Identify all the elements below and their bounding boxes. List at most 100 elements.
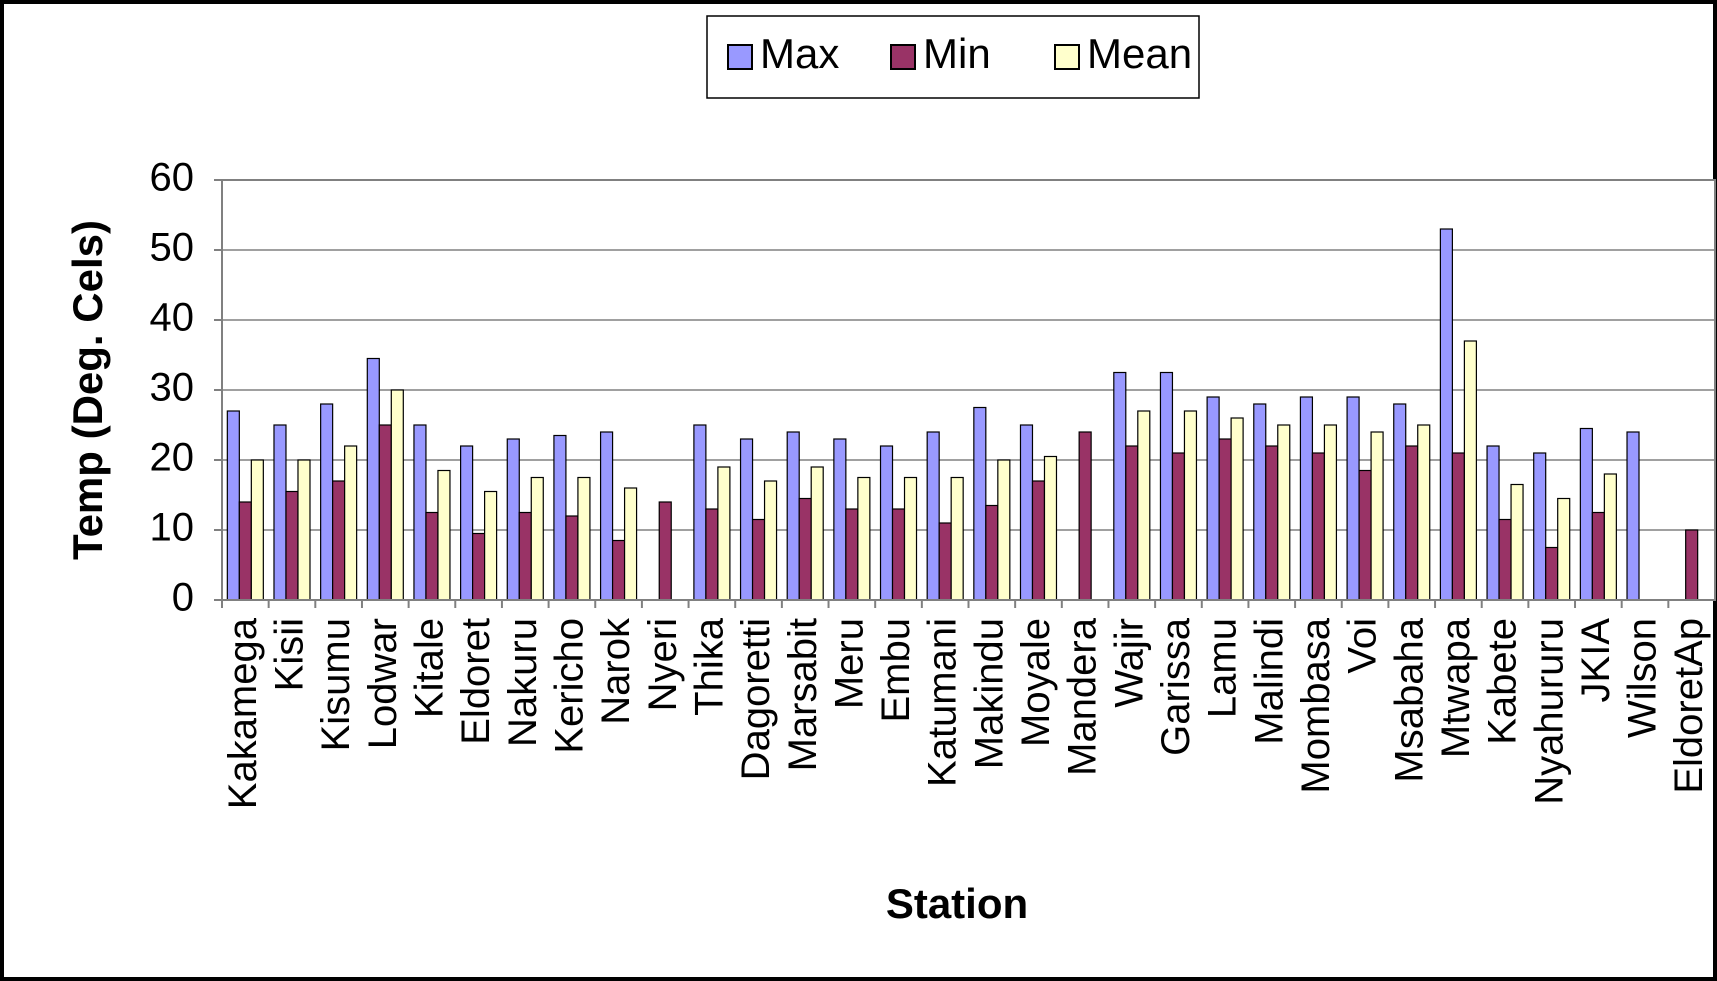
bar-mean-embu: [903, 476, 918, 601]
bar-max-kisii: [273, 424, 287, 601]
bar-max-thika: [693, 424, 707, 601]
x-tick-label: Lodwar: [361, 618, 405, 749]
bar-max-lodwar: [366, 357, 380, 601]
bar-min-marsabit: [798, 497, 812, 601]
bar-max-embu: [879, 445, 894, 601]
bar-mean-mombasa: [1323, 424, 1338, 601]
x-tick-label: Msabaha: [1387, 617, 1431, 782]
bar-min-mombasa: [1311, 452, 1326, 601]
bar-max-garissa: [1159, 371, 1174, 601]
bar-mean-kericho: [577, 476, 591, 601]
bar-max-eldoret: [460, 445, 474, 601]
bar-min-nakuru: [518, 511, 532, 601]
bar-mean-eldoret: [484, 490, 498, 601]
bar-mean-msabaha: [1417, 424, 1431, 601]
y-tick-label: 50: [150, 226, 195, 270]
bar-mean-kabete: [1510, 483, 1524, 601]
legend-swatch-min: [890, 44, 916, 70]
bar-max-mtwapa: [1439, 228, 1453, 601]
y-tick-label: 40: [150, 296, 195, 340]
bar-min-dagoretti: [751, 518, 766, 601]
x-tick-label: Mombasa: [1294, 617, 1338, 793]
bar-mean-marsabit: [810, 466, 824, 601]
bar-min-kericho: [565, 515, 579, 601]
x-tick-label: Wilson: [1621, 618, 1665, 738]
bar-max-marsabit: [786, 431, 800, 601]
bar-min-msabaha: [1405, 445, 1419, 601]
bar-max-malindi: [1253, 403, 1267, 601]
y-axis-title: Temp (Deg. Cels): [64, 220, 111, 560]
legend-swatch-max: [727, 44, 753, 70]
bar-min-meru: [845, 508, 859, 601]
legend-box: [706, 15, 1200, 99]
bar-min-wajir: [1125, 445, 1139, 601]
bar-max-meru: [833, 438, 847, 601]
bar-mean-makindu: [997, 459, 1011, 601]
bar-max-kitale: [413, 424, 427, 601]
bar-mean-meru: [857, 476, 871, 601]
bar-min-malindi: [1265, 445, 1279, 601]
bar-mean-lodwar: [390, 389, 404, 601]
bar-mean-moyale: [1043, 455, 1058, 601]
bar-max-kisumu: [320, 403, 334, 601]
bar-min-mtwapa: [1451, 452, 1465, 601]
bars-layer: [226, 228, 1699, 601]
x-tick-label: Nyeri: [641, 618, 685, 711]
x-tick-label: Kitale: [408, 618, 452, 718]
bar-min-lodwar: [378, 424, 392, 601]
x-tick-label: Thika: [687, 617, 731, 716]
x-tick-label: Moyale: [1014, 618, 1058, 747]
x-tick-label: Voi: [1341, 618, 1385, 674]
x-tick-label: Kisumu: [314, 618, 358, 751]
bar-mean-mtwapa: [1463, 340, 1477, 601]
bar-max-wajir: [1113, 371, 1127, 601]
bar-max-kericho: [553, 434, 567, 601]
bar-min-nyahururu: [1545, 546, 1559, 601]
bar-max-dagoretti: [739, 438, 754, 601]
legend: Max Min Mean: [706, 15, 1200, 99]
x-tick-label: Nyahururu: [1527, 618, 1571, 805]
bar-max-narok: [599, 431, 614, 601]
legend-label-min: Min: [923, 30, 991, 77]
x-tick-label: Garissa: [1154, 617, 1198, 756]
y-tick-label: 10: [150, 506, 195, 550]
bar-mean-lamu: [1230, 417, 1244, 601]
legend-label-max: Max: [760, 30, 839, 77]
bar-mean-kisii: [297, 459, 311, 601]
bar-mean-kisumu: [344, 445, 358, 601]
bar-min-kisumu: [332, 480, 346, 601]
x-tick-label: Wajir: [1107, 618, 1151, 708]
y-tick-label: 30: [150, 366, 195, 410]
bar-max-kabete: [1486, 445, 1500, 601]
bar-mean-malindi: [1277, 424, 1291, 601]
bar-min-mandera: [1078, 431, 1092, 601]
x-tick-label: JKIA: [1574, 618, 1618, 703]
bar-mean-kitale: [437, 469, 451, 601]
bar-max-kakamega: [226, 410, 240, 601]
legend-label-mean: Mean: [1087, 30, 1192, 77]
bar-max-voi: [1346, 396, 1360, 601]
y-tick-label: 20: [150, 436, 195, 480]
bar-mean-garissa: [1183, 410, 1198, 601]
bar-max-katumani: [926, 431, 940, 601]
bar-mean-voi: [1370, 431, 1384, 601]
bar-max-makindu: [973, 406, 987, 601]
bar-mean-katumani: [950, 476, 964, 601]
bar-min-garissa: [1171, 452, 1186, 601]
bar-mean-narok: [623, 487, 638, 601]
x-tick-label: Meru: [827, 618, 871, 709]
bar-max-mombasa: [1299, 396, 1314, 601]
bar-min-jkia: [1591, 511, 1605, 601]
bar-max-msabaha: [1393, 403, 1407, 601]
bar-min-kakamega: [238, 501, 252, 601]
x-tick-label: Kisii: [268, 618, 312, 691]
bar-min-nyeri: [658, 501, 672, 601]
x-tick-label: Mandera: [1061, 617, 1105, 776]
x-tick-label: Narok: [594, 617, 638, 725]
bar-min-thika: [705, 508, 719, 601]
x-tick-labels: Kakamega Kisii Kisumu Lodwar Kitale Eldoret Na…: [221, 617, 1711, 809]
bar-mean-wajir: [1137, 410, 1151, 601]
x-tick-label: Lamu: [1201, 618, 1245, 718]
bar-min-eldoretap: [1685, 529, 1699, 601]
